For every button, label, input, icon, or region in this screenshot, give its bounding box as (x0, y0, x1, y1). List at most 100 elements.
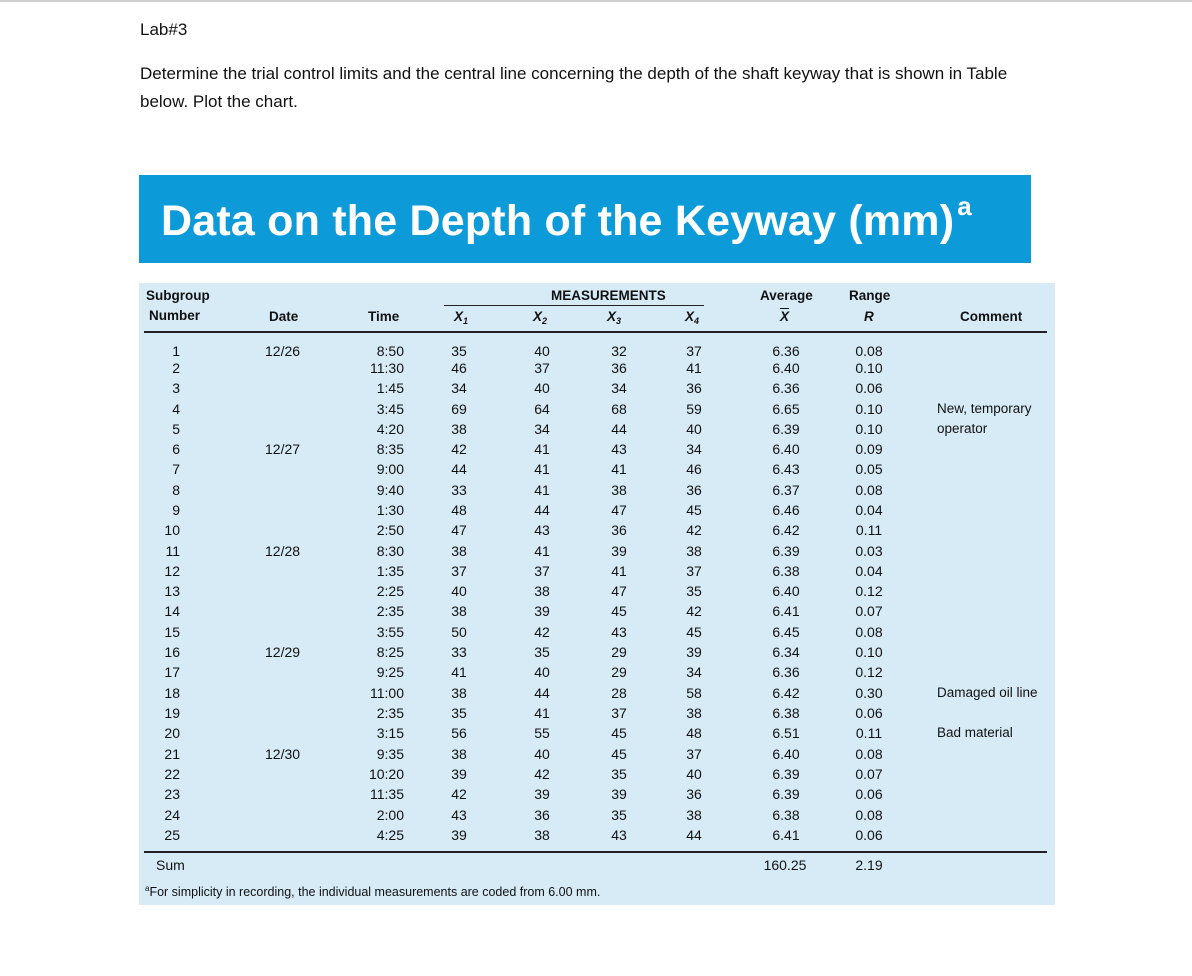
time-cell: 10:20 (368, 766, 404, 782)
time-cell: 11:35 (370, 786, 404, 802)
x3-cell: 38 (611, 482, 627, 498)
range-cell: 0.12 (855, 583, 883, 599)
x2-cell: 38 (534, 827, 550, 843)
subgroup-number: 1 (172, 343, 180, 359)
x4-cell: 38 (686, 705, 702, 721)
subgroup-number: 16 (164, 644, 180, 660)
range-cell: 0.04 (855, 563, 883, 579)
header-number: Number (149, 308, 201, 323)
x2-cell: 41 (534, 482, 550, 498)
range-cell: 0.06 (855, 786, 883, 802)
header-measurements: MEASUREMENTS (551, 288, 666, 303)
header-x4: X4 (685, 309, 700, 326)
range-cell: 0.11 (855, 522, 883, 538)
x3-cell: 47 (611, 583, 627, 599)
subgroup-number: 21 (164, 746, 180, 762)
x3-cell: 35 (611, 807, 627, 823)
average-cell: 6.41 (772, 827, 800, 843)
average-cell: 6.43 (772, 461, 800, 477)
range-cell: 0.07 (855, 766, 883, 782)
average-cell: 6.46 (772, 502, 800, 518)
x1-cell: 38 (451, 603, 467, 619)
time-cell: 1:35 (376, 563, 404, 579)
average-cell: 6.36 (772, 664, 800, 680)
x2-cell: 41 (534, 543, 550, 559)
subgroup-number: 5 (172, 421, 180, 437)
range-cell: 0.11 (855, 725, 883, 741)
average-cell: 6.38 (772, 563, 800, 579)
subgroup-number: 4 (172, 401, 180, 417)
subgroup-number: 14 (164, 603, 180, 619)
comment-cell: operator (937, 421, 988, 436)
x4-cell: 41 (686, 360, 702, 376)
x2-cell: 64 (534, 401, 550, 417)
time-cell: 2:35 (376, 705, 404, 721)
header-average: Average (760, 288, 813, 303)
x2-cell: 38 (534, 583, 550, 599)
range-cell: 0.08 (855, 807, 883, 823)
x1-cell: 37 (451, 563, 467, 579)
x3-cell: 43 (611, 624, 627, 640)
x4-cell: 45 (686, 502, 702, 518)
range-cell: 0.30 (855, 685, 883, 701)
x1-cell: 44 (451, 461, 467, 477)
x4-cell: 42 (686, 603, 702, 619)
x1-cell: 42 (451, 441, 467, 457)
x2-cell: 43 (534, 522, 550, 538)
subgroup-number: 8 (172, 482, 180, 498)
time-cell: 4:20 (376, 421, 404, 437)
x2-cell: 44 (534, 502, 550, 518)
x1-cell: 33 (451, 644, 467, 660)
x2-cell: 44 (534, 685, 550, 701)
x1-cell: 38 (451, 685, 467, 701)
x4-cell: 59 (686, 401, 702, 417)
time-cell: 4:25 (376, 827, 404, 843)
x4-cell: 48 (686, 725, 702, 741)
sum-top-rule (144, 851, 1047, 853)
time-cell: 3:55 (376, 624, 404, 640)
average-cell: 6.42 (772, 522, 800, 538)
x2-cell: 40 (534, 746, 550, 762)
average-cell: 6.40 (772, 583, 800, 599)
header-subgroup: Subgroup (146, 288, 210, 303)
table-title: Data on the Depth of the Keyway (mm) a (161, 191, 972, 245)
x3-cell: 45 (611, 746, 627, 762)
x1-cell: 43 (451, 807, 467, 823)
x3-cell: 36 (611, 522, 627, 538)
average-cell: 6.36 (772, 343, 800, 359)
subgroup-number: 7 (172, 461, 180, 477)
x1-cell: 56 (451, 725, 467, 741)
subgroup-number: 3 (172, 380, 180, 396)
subgroup-number: 11 (165, 543, 180, 559)
x4-cell: 38 (686, 807, 702, 823)
date-cell: 12/29 (265, 644, 301, 660)
subgroup-number: 13 (164, 583, 180, 599)
average-cell: 6.41 (772, 603, 800, 619)
date-cell: 12/26 (265, 343, 301, 359)
x3-cell: 44 (611, 421, 627, 437)
sum-label: Sum (156, 857, 185, 873)
time-cell: 2:35 (376, 603, 404, 619)
table-footnote: aFor simplicity in recording, the indivi… (145, 884, 601, 900)
range-cell: 0.10 (855, 360, 883, 376)
time-cell: 8:30 (376, 543, 404, 559)
x3-cell: 37 (611, 705, 627, 721)
time-cell: 8:50 (376, 343, 404, 359)
date-cell: 12/27 (265, 441, 301, 457)
subgroup-number: 22 (164, 766, 180, 782)
subgroup-number: 12 (164, 563, 180, 579)
average-cell: 6.45 (772, 624, 800, 640)
x1-cell: 38 (451, 746, 467, 762)
average-cell: 6.40 (772, 441, 800, 457)
x1-cell: 35 (451, 705, 467, 721)
header-range: Range (849, 288, 891, 303)
header-average-symbol: X (780, 309, 790, 324)
range-cell: 0.12 (855, 664, 883, 680)
date-cell: 12/30 (265, 746, 301, 762)
range-cell: 0.06 (855, 705, 883, 721)
x4-cell: 37 (686, 746, 702, 762)
subgroup-number: 25 (164, 827, 180, 843)
x1-cell: 34 (451, 380, 467, 396)
average-cell: 6.42 (772, 685, 800, 701)
time-cell: 2:25 (376, 583, 404, 599)
